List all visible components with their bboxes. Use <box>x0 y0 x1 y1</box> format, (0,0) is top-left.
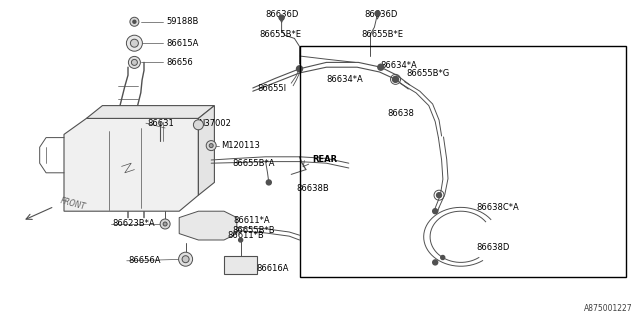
Text: 86634*A: 86634*A <box>381 61 417 70</box>
Circle shape <box>436 193 442 198</box>
Text: 86616A: 86616A <box>256 264 289 273</box>
Circle shape <box>131 60 138 65</box>
Bar <box>300 46 626 277</box>
Text: 86656A: 86656A <box>128 256 161 265</box>
Circle shape <box>179 252 193 266</box>
Text: 86634*A: 86634*A <box>326 75 363 84</box>
Circle shape <box>133 20 136 23</box>
Circle shape <box>131 39 138 47</box>
Circle shape <box>130 17 139 26</box>
Circle shape <box>129 56 140 68</box>
Text: 86638D: 86638D <box>477 244 510 252</box>
Text: 86655B*G: 86655B*G <box>406 69 450 78</box>
Text: 86655B*B: 86655B*B <box>232 226 275 235</box>
Circle shape <box>378 64 384 70</box>
Circle shape <box>127 35 143 51</box>
Text: FRONT: FRONT <box>59 196 86 212</box>
Text: 86611*B: 86611*B <box>227 231 264 240</box>
Circle shape <box>163 222 167 226</box>
Circle shape <box>296 66 303 72</box>
Text: 86623B*A: 86623B*A <box>112 220 155 228</box>
Circle shape <box>209 144 213 148</box>
Circle shape <box>441 255 445 260</box>
Circle shape <box>375 11 380 16</box>
Bar <box>224 256 257 274</box>
Circle shape <box>193 120 204 130</box>
Text: 86655B*E: 86655B*E <box>259 30 301 39</box>
Text: 86656: 86656 <box>166 58 193 67</box>
Text: 86655B*E: 86655B*E <box>362 30 404 39</box>
Text: M120113: M120113 <box>221 141 260 150</box>
Text: 86655I: 86655I <box>257 84 287 93</box>
Text: 86638: 86638 <box>387 109 414 118</box>
Circle shape <box>182 256 189 263</box>
Text: 86655B*A: 86655B*A <box>232 159 275 168</box>
Text: REAR: REAR <box>312 156 337 164</box>
Polygon shape <box>64 118 198 211</box>
Text: 59188B: 59188B <box>166 17 199 26</box>
Circle shape <box>433 209 438 214</box>
Text: 86611*A: 86611*A <box>234 216 270 225</box>
Text: 86631: 86631 <box>147 119 174 128</box>
Circle shape <box>239 238 243 242</box>
Text: 86636D: 86636D <box>266 10 299 19</box>
Text: 86636D: 86636D <box>365 10 398 19</box>
Text: N37002: N37002 <box>198 119 231 128</box>
Circle shape <box>433 260 438 265</box>
Circle shape <box>206 140 216 151</box>
Polygon shape <box>198 106 214 195</box>
Polygon shape <box>179 211 237 240</box>
Text: A875001227: A875001227 <box>584 304 632 313</box>
Text: 86638B: 86638B <box>296 184 329 193</box>
Text: 86638C*A: 86638C*A <box>477 204 520 212</box>
Text: 86615A: 86615A <box>166 39 199 48</box>
Circle shape <box>392 76 399 82</box>
Circle shape <box>266 180 271 185</box>
Circle shape <box>279 15 284 20</box>
Polygon shape <box>86 106 214 118</box>
Circle shape <box>160 219 170 229</box>
